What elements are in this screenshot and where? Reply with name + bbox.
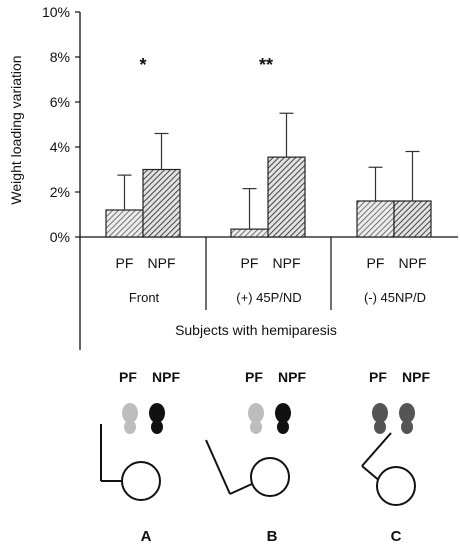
bar-chart: Weight loading variation 0% 2% 4% 6% 8% 10% *… <box>8 4 458 350</box>
significance-marks: * ** <box>139 55 273 75</box>
bar-npf <box>267 156 306 238</box>
foot-label-pf: PF <box>245 369 263 385</box>
stance-diagrams: PF NPF A PF NPF B PF NPF C <box>100 369 430 545</box>
y-tick-label: 0% <box>50 229 70 245</box>
significance-mark: ** <box>259 55 273 75</box>
foot-pf-icon <box>372 403 388 434</box>
bar-npf <box>142 168 181 238</box>
panel-letter: B <box>267 528 278 545</box>
foot-label-npf: NPF <box>152 369 180 385</box>
y-tick-label: 4% <box>50 139 70 155</box>
y-tick-label: 10% <box>42 4 70 20</box>
heel <box>250 420 262 434</box>
diagram-panel-a: PF NPF A <box>100 369 180 545</box>
foot-npf-icon <box>399 403 415 434</box>
body-circle <box>376 466 416 506</box>
category-label: NPF <box>148 255 176 271</box>
category-label: PF <box>241 255 259 271</box>
foot-label-npf: NPF <box>402 369 430 385</box>
foot-label-pf: PF <box>369 369 387 385</box>
direction-line <box>205 439 231 495</box>
category-label: NPF <box>399 255 427 271</box>
panel-letter: C <box>391 528 402 545</box>
body-circle <box>121 461 161 501</box>
group-labels: Front (+) 45P/ND (-) 45NP/D <box>129 290 426 305</box>
foot-npf-icon <box>149 403 165 434</box>
heel <box>124 420 136 434</box>
bar-pf <box>356 200 395 238</box>
y-tick-label: 8% <box>50 49 70 65</box>
foot-label-npf: NPF <box>278 369 306 385</box>
y-tick-label: 2% <box>50 184 70 200</box>
bar-npf <box>393 200 432 238</box>
forefoot <box>248 403 264 423</box>
direction-line <box>361 432 392 467</box>
group-label: Front <box>129 290 160 305</box>
bars <box>105 156 432 238</box>
group-axis-label: Subjects with hemiparesis <box>175 322 337 338</box>
category-label: NPF <box>273 255 301 271</box>
category-labels: PF NPF PF NPF PF NPF <box>116 255 427 271</box>
y-ticks: 0% 2% 4% 6% 8% 10% <box>42 4 80 245</box>
diagram-panel-c: PF NPF C <box>361 369 430 545</box>
significance-mark: * <box>139 55 146 75</box>
heel <box>374 420 386 434</box>
y-tick-label: 6% <box>50 94 70 110</box>
body-circle <box>250 457 290 497</box>
direction-line <box>229 482 255 495</box>
y-axis-label: Weight loading variation <box>8 55 24 204</box>
forefoot <box>372 403 388 423</box>
foot-label-pf: PF <box>119 369 137 385</box>
error-bars <box>117 112 420 230</box>
forefoot <box>275 403 291 423</box>
heel <box>151 420 163 434</box>
category-label: PF <box>116 255 134 271</box>
category-label: PF <box>367 255 385 271</box>
heel <box>401 420 413 434</box>
group-label: (-) 45NP/D <box>364 290 426 305</box>
forefoot <box>122 403 138 423</box>
foot-pf-icon <box>248 403 264 434</box>
bar-pf <box>230 228 269 238</box>
foot-pf-icon <box>122 403 138 434</box>
forefoot <box>149 403 165 423</box>
group-label: (+) 45P/ND <box>236 290 301 305</box>
panel-letter: A <box>141 528 152 545</box>
diagram-panel-b: PF NPF B <box>205 369 306 545</box>
forefoot <box>399 403 415 423</box>
foot-npf-icon <box>275 403 291 434</box>
bar-pf <box>105 209 144 238</box>
heel <box>277 420 289 434</box>
